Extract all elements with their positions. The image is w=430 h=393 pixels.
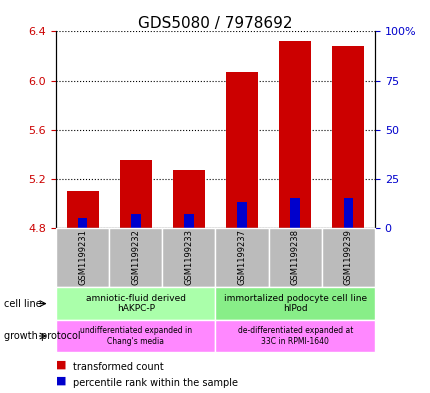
Bar: [237, 202, 246, 228]
Text: GSM1199232: GSM1199232: [131, 230, 140, 285]
Text: cell line: cell line: [4, 299, 42, 309]
Bar: [290, 198, 299, 228]
Text: de-differentiated expanded at
33C in RPMI-1640: de-differentiated expanded at 33C in RPM…: [237, 326, 352, 346]
Text: percentile rank within the sample: percentile rank within the sample: [73, 378, 238, 388]
Text: GDS5080 / 7978692: GDS5080 / 7978692: [138, 16, 292, 31]
Bar: [343, 198, 352, 228]
Text: undifferentiated expanded in
Chang's media: undifferentiated expanded in Chang's med…: [80, 326, 191, 346]
Text: ■: ■: [56, 360, 66, 369]
Text: GSM1199233: GSM1199233: [184, 230, 193, 285]
Text: amniotic-fluid derived
hAKPC-P: amniotic-fluid derived hAKPC-P: [86, 294, 185, 313]
Bar: [120, 160, 151, 228]
Bar: [67, 191, 98, 228]
Bar: [172, 170, 204, 228]
Bar: [226, 72, 258, 228]
Bar: [131, 214, 140, 228]
Text: immortalized podocyte cell line
hIPod: immortalized podocyte cell line hIPod: [223, 294, 366, 313]
Text: GSM1199239: GSM1199239: [343, 230, 352, 285]
Bar: [332, 46, 363, 228]
Text: growth protocol: growth protocol: [4, 331, 81, 341]
Bar: [78, 218, 87, 228]
Bar: [279, 41, 310, 228]
Text: GSM1199238: GSM1199238: [290, 230, 299, 285]
Text: GSM1199237: GSM1199237: [237, 230, 246, 285]
Text: ■: ■: [56, 375, 66, 385]
Text: GSM1199231: GSM1199231: [78, 230, 87, 285]
Bar: [184, 214, 193, 228]
Text: transformed count: transformed count: [73, 362, 164, 373]
